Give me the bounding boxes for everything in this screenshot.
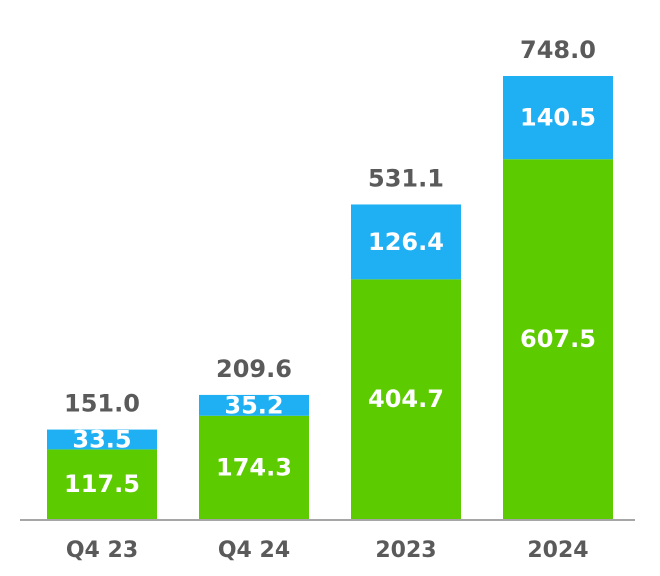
bar-segment-label: 35.2	[224, 391, 283, 419]
bars-group	[47, 76, 613, 519]
bar-segment	[503, 159, 613, 519]
bar-total-label: 748.0	[520, 36, 596, 64]
bar-segment	[47, 449, 157, 519]
bar-segment	[199, 415, 309, 519]
total-labels-group: 151.0 209.6 531.1 748.0	[64, 36, 596, 418]
bar-segment	[351, 204, 461, 280]
x-tick-label: 2023	[375, 538, 436, 563]
bar-segment-label: 174.3	[216, 453, 292, 481]
bar-segment	[503, 76, 613, 160]
bar-segment-label: 140.5	[520, 104, 596, 132]
segment-labels-group: 117.5 33.5 174.3 35.2 404.7 126.4 607.5 140.5	[64, 104, 596, 499]
bar-segment	[47, 429, 157, 450]
x-tick-label: Q4 24	[218, 538, 290, 563]
x-tick-label: Q4 23	[66, 538, 138, 563]
bar-total-label: 151.0	[64, 390, 140, 418]
bar-total-label: 531.1	[368, 164, 444, 192]
x-tick-label: 2024	[527, 538, 588, 563]
bar-segment	[199, 394, 309, 416]
bar-segment-label: 607.5	[520, 325, 596, 353]
x-tick-labels-group: Q4 23 Q4 24 2023 2024	[66, 538, 589, 563]
bar-total-label: 209.6	[216, 355, 292, 383]
bar-segment-label: 126.4	[368, 228, 444, 256]
bar-segment	[351, 279, 461, 519]
bar-segment-label: 404.7	[368, 385, 444, 413]
bar-segment-label: 33.5	[72, 425, 131, 453]
bar-segment-label: 117.5	[64, 470, 140, 498]
